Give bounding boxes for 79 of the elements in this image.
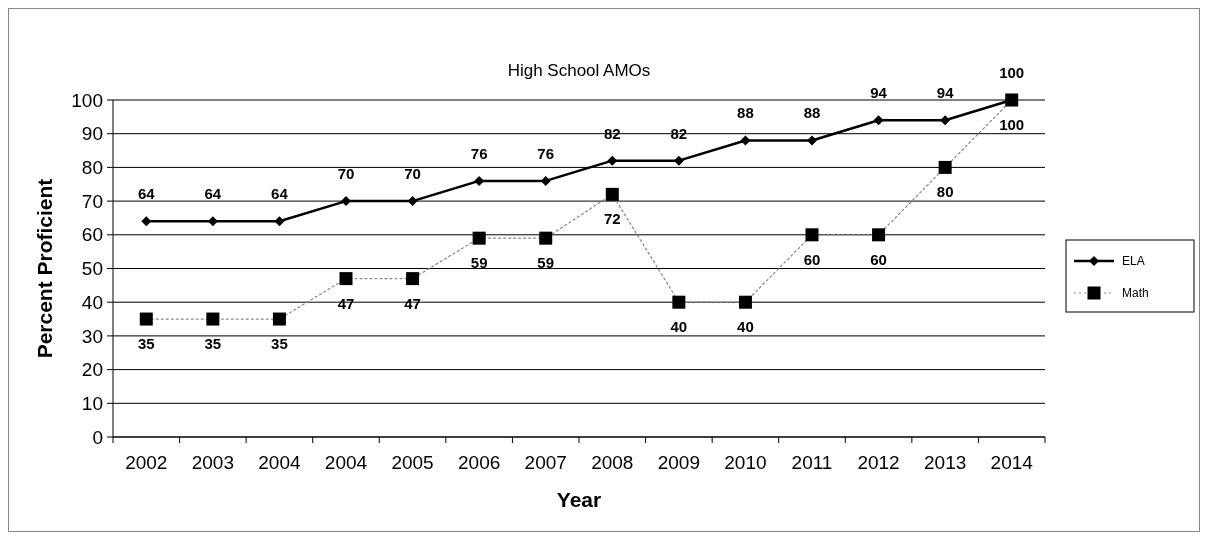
- data-label: 88: [803, 104, 821, 122]
- point: [738, 295, 752, 309]
- data-label: 70: [337, 165, 355, 183]
- data-label: 59: [470, 254, 488, 272]
- data-label: 59: [537, 254, 555, 272]
- point: [274, 216, 285, 227]
- point: [807, 135, 817, 146]
- point: [539, 231, 553, 245]
- y-tick-label: 70: [81, 190, 103, 212]
- point: [206, 312, 220, 326]
- y-tick-label: 30: [81, 325, 103, 347]
- point: [940, 115, 951, 126]
- legend-label: ELA: [1122, 254, 1145, 269]
- point: [872, 228, 886, 242]
- point: [805, 228, 819, 242]
- x-tick-label: 2005: [391, 452, 434, 473]
- x-tick-label: 2004: [258, 452, 301, 473]
- data-label: 40: [737, 318, 754, 336]
- y-tick-label: 0: [92, 426, 103, 448]
- y-tick-label: 100: [71, 89, 103, 111]
- y-tick-label: 50: [81, 258, 103, 280]
- point: [672, 295, 686, 309]
- point: [272, 312, 286, 326]
- data-label: 88: [737, 104, 754, 122]
- y-tick-label: 60: [81, 224, 103, 246]
- y-tick-label: 80: [81, 157, 103, 179]
- x-tick-label: 2010: [724, 452, 767, 473]
- data-label: 94: [936, 84, 955, 102]
- data-label: 35: [271, 335, 288, 353]
- point: [938, 160, 952, 174]
- x-tick-label: 2006: [458, 452, 501, 473]
- y-axis-title: Percent Proficient: [33, 178, 56, 359]
- point: [207, 216, 218, 227]
- data-label: 64: [271, 185, 289, 203]
- x-tick-label: 2004: [324, 452, 368, 473]
- x-axis-title: Year: [556, 488, 602, 511]
- data-label: 100: [999, 116, 1025, 133]
- data-label: 35: [137, 335, 155, 353]
- point: [673, 155, 684, 166]
- y-tick-label: 10: [81, 392, 103, 414]
- point: [407, 196, 418, 207]
- data-label: 94: [870, 84, 888, 102]
- x-tick-label: 2003: [191, 452, 234, 473]
- legend-label: Math: [1122, 286, 1149, 301]
- x-tick-label: 2002: [125, 452, 168, 473]
- point: [472, 231, 486, 245]
- x-tick-label: 2008: [591, 452, 634, 473]
- point: [607, 155, 618, 166]
- point: [406, 272, 420, 286]
- data-label: 72: [603, 210, 621, 228]
- data-label: 76: [470, 144, 488, 162]
- point: [339, 272, 353, 286]
- x-tick-label: 2013: [924, 452, 967, 473]
- y-tick-label: 40: [81, 291, 103, 313]
- x-tick-label: 2007: [524, 452, 567, 473]
- chart-title: High School AMOs: [507, 61, 651, 80]
- data-label: 64: [137, 185, 156, 203]
- data-label: 60: [803, 250, 821, 268]
- y-tick-label: 20: [81, 359, 103, 381]
- data-label: 40: [670, 318, 688, 336]
- point: [873, 115, 884, 126]
- data-label: 60: [870, 250, 887, 268]
- point: [740, 135, 751, 146]
- point: [139, 312, 153, 326]
- data-label: 80: [936, 183, 954, 201]
- point: [341, 196, 351, 207]
- point: [605, 187, 619, 201]
- data-label: 35: [204, 335, 222, 353]
- point: [141, 216, 152, 227]
- data-label: 70: [404, 165, 421, 183]
- y-tick-label: 90: [81, 123, 103, 145]
- data-label: 76: [537, 144, 555, 162]
- x-tick-label: 2011: [791, 452, 833, 473]
- point: [540, 175, 551, 186]
- x-tick-label: 2014: [990, 452, 1034, 473]
- x-tick-label: 2009: [657, 452, 700, 473]
- data-label: 100: [999, 64, 1025, 81]
- x-tick-label: 2012: [857, 452, 900, 473]
- data-label: 64: [204, 185, 222, 203]
